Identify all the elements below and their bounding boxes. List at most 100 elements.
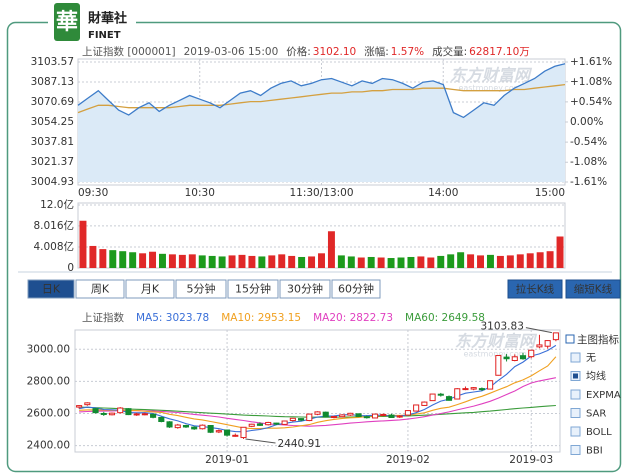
period-tab[interactable] (331, 279, 381, 299)
volume-bar (437, 255, 445, 268)
volume-bar (318, 253, 325, 268)
tool-button-label[interactable]: 缩短K线 (574, 283, 613, 296)
option-checkbox[interactable] (570, 445, 581, 455)
volume-bar (546, 251, 554, 268)
volume-bar (298, 256, 306, 268)
tool-button-label[interactable]: 拉长K线 (516, 283, 555, 296)
y-tick-label: 2800.00 (27, 375, 70, 387)
candle-body (470, 387, 477, 390)
annotation-leader (525, 327, 552, 334)
y2-tick-label: -1.08% (570, 156, 607, 168)
candle-body (108, 412, 116, 416)
volume-bar (168, 254, 176, 268)
option-label[interactable]: 无 (586, 353, 596, 364)
period-tab[interactable] (279, 279, 331, 299)
volume-bar (506, 255, 514, 268)
candle-body (240, 426, 247, 439)
period-tab[interactable] (175, 279, 227, 299)
option-checkbox[interactable] (570, 389, 581, 400)
period-tab-label[interactable]: 60分钟 (338, 282, 374, 296)
period-tab-label[interactable]: 15分钟 (235, 282, 271, 296)
volume-bar (387, 258, 395, 268)
candle-body (552, 332, 559, 341)
volume-bar (496, 255, 504, 268)
candle-body (487, 380, 494, 390)
candle-body (437, 393, 444, 396)
option-label[interactable]: EXPMA (586, 390, 621, 401)
option-label[interactable]: BOLL (586, 427, 612, 438)
period-tab-label[interactable]: 周K (91, 283, 110, 296)
annotation-label: 3103.83 (480, 321, 523, 333)
volume-bar (417, 256, 425, 268)
volume-bar (149, 251, 157, 268)
period-tab-label[interactable]: 5分钟 (187, 282, 216, 296)
option-label[interactable]: BBI (586, 446, 603, 457)
period-tab-label[interactable]: 30分钟 (287, 282, 323, 296)
brand-en: FINET (88, 30, 121, 41)
tool-button[interactable] (507, 279, 563, 299)
volume-bar (467, 254, 475, 268)
candle-body (141, 413, 148, 416)
volume-bar (377, 257, 385, 268)
candle-body (199, 424, 206, 430)
info-line: 上证指数 [000001] 2019-03-06 15:00 价格: 3102.10 涨… (82, 45, 530, 58)
volume-bar (477, 255, 484, 268)
period-tab[interactable] (227, 279, 279, 299)
panel-icon (565, 334, 575, 344)
y-tick-label: 3000.00 (27, 343, 70, 355)
legend-item: MA60: 2649.58 (405, 312, 485, 324)
annotation-leader (245, 438, 276, 444)
candle-body (339, 414, 346, 418)
x-tick-label: 15:00 (535, 187, 565, 199)
period-tab[interactable] (125, 279, 175, 299)
period-tab[interactable] (75, 279, 125, 299)
y2-tick-label: +1.61% (570, 56, 612, 68)
x-tick-label: 2019-02 (386, 454, 430, 466)
candle-body (380, 413, 387, 416)
volume-bar (218, 256, 226, 268)
y-tick-label: 3021.37 (31, 156, 74, 168)
x-tick-label: 10:30 (185, 187, 215, 199)
candle-body (191, 426, 198, 430)
candle-body (100, 412, 107, 415)
y-tick-label: 3037.81 (31, 136, 74, 148)
tool-button[interactable] (565, 279, 621, 299)
candle-body (445, 396, 453, 401)
volume-bar (208, 255, 216, 268)
candle-body (133, 413, 140, 416)
option-checkbox[interactable] (570, 408, 581, 418)
volume-bar (536, 252, 544, 268)
option-label[interactable]: 均线 (586, 370, 606, 383)
y-tick-label: 3087.13 (31, 76, 74, 88)
brand: 財華社 (87, 11, 127, 27)
volume-bar (407, 256, 415, 268)
option-checkbox[interactable] (570, 352, 581, 363)
candle-body (306, 413, 313, 422)
watermark: 东方财富网 (455, 332, 538, 351)
candle-body (84, 402, 91, 406)
candle-body (404, 410, 411, 416)
candle-body (256, 423, 264, 426)
info-text: 价格: (286, 45, 311, 58)
candle-body (92, 408, 99, 414)
price-area (78, 63, 565, 182)
candle-body (528, 349, 535, 358)
candle-body (265, 421, 272, 426)
period-tab-label[interactable]: 日K (42, 283, 61, 296)
watermark-sub: eastmoney.com (463, 350, 526, 359)
volume-bar (347, 256, 355, 268)
watermark: 东方财富网 (450, 66, 533, 85)
option-label[interactable]: SAR (586, 409, 606, 420)
period-tab[interactable] (27, 279, 75, 299)
info-text: 3102.10 (313, 46, 356, 58)
option-checkbox[interactable] (570, 426, 581, 437)
period-tab-label[interactable]: 月K (141, 283, 160, 296)
info-text: 涨幅: (364, 45, 389, 58)
candle-body (322, 411, 329, 418)
candle-body (519, 355, 527, 360)
candle-body (117, 407, 124, 414)
candle-body (248, 423, 255, 427)
y-tick-label: 3054.25 (31, 116, 74, 128)
x-tick-label: 14:00 (428, 187, 458, 199)
